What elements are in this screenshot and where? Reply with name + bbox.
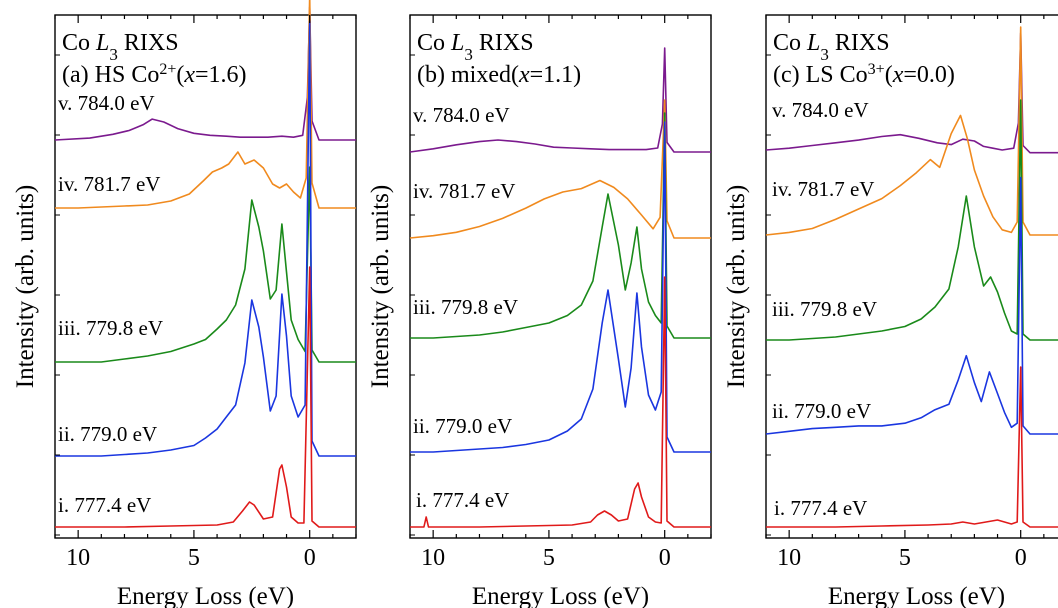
- panel-b-series-1: [409, 47, 711, 153]
- panel-a: v. 784.0 eV iv. 781.7 eV iii. 779.8 eV ii. …: [12, 0, 357, 608]
- panel-a-title-line-0: Co L3 RIXS: [62, 30, 179, 64]
- panel-b-frame: [409, 14, 712, 539]
- panel-a-xtick-label: 5: [188, 545, 200, 571]
- panel-c-series-label-1: v. 784.0 eV: [772, 98, 869, 122]
- panel-a-series-label-2: iv. 781.7 eV: [58, 172, 160, 196]
- panel-b-series-label-4: ii. 779.0 eV: [413, 414, 512, 438]
- panel-c-xlabel: Energy Loss (eV): [828, 583, 1005, 608]
- panel-b-series-label-3: iii. 779.8 eV: [413, 295, 518, 319]
- panel-a-xtick-label: 0: [304, 545, 316, 571]
- panel-a-ylabel: Intensity (arb. units): [12, 185, 39, 388]
- panel-c-series-2: [765, 26, 1058, 236]
- panel-a-series-4: [55, 20, 356, 457]
- panel-c: v. 784.0 eV iv. 781.7 eV iii. 779.8 eV ii. …: [723, 14, 1058, 608]
- panel-b-xlabel: Energy Loss (eV): [472, 583, 649, 608]
- panel-b-xtick-label: 0: [659, 545, 671, 571]
- panel-b-ylabel: Intensity (arb. units): [367, 185, 394, 388]
- panel-c-series-3: [766, 99, 1058, 341]
- panel-c-series-label-4: ii. 779.0 eV: [772, 399, 871, 423]
- panel-b-series-5: [410, 276, 711, 528]
- panel-c-series-4: [765, 176, 1058, 435]
- panel-b: v. 784.0 eV iv. 781.7 eV iii. 779.8 eV ii. …: [367, 14, 712, 608]
- panel-a-series-label-5: i. 777.4 eV: [58, 493, 151, 517]
- panel-c-xtick-label: 5: [899, 545, 911, 571]
- panel-c-title-line-1: (c) LS Co3+(x=0.0): [773, 61, 955, 89]
- panel-a-series-label-3: iii. 779.8 eV: [58, 316, 163, 340]
- panel-c-series-5: [766, 366, 1058, 528]
- panel-a-series-label-4: ii. 779.0 eV: [58, 422, 157, 446]
- panel-c-xtick-label: 0: [1015, 545, 1027, 571]
- panel-a-series-5: [55, 266, 356, 528]
- panel-c-ylabel: Intensity (arb. units): [723, 185, 750, 388]
- panel-a-frame: [54, 14, 357, 539]
- panel-c-series-label-3: iii. 779.8 eV: [772, 297, 877, 321]
- panel-b-xtick-label: 5: [543, 545, 555, 571]
- panel-b-series-4: [410, 121, 711, 453]
- panel-b-series-2: [409, 99, 711, 239]
- panel-a-xtick-label: 10: [66, 545, 90, 571]
- panel-b-title-line-0: Co L3 RIXS: [417, 30, 534, 64]
- panel-b-series-3: [410, 112, 711, 339]
- panel-a-series-label-1: v. 784.0 eV: [58, 91, 155, 115]
- panel-b-series-label-2: iv. 781.7 eV: [413, 179, 515, 203]
- panel-c-series-label-2: iv. 781.7 eV: [772, 177, 874, 201]
- panel-b-series-label-1: v. 784.0 eV: [413, 103, 510, 127]
- panel-c-title-line-0: Co L3 RIXS: [773, 30, 890, 64]
- panel-a-xlabel: Energy Loss (eV): [117, 583, 294, 608]
- panel-b-title-line-1: (b) mixed(x=1.1): [417, 62, 581, 88]
- panel-c-frame: [765, 14, 1058, 539]
- panel-b-xtick-label: 10: [421, 545, 445, 571]
- panel-a-title-line-1: (a) HS Co2+(x=1.6): [62, 61, 247, 89]
- panel-c-series-label-5: i. 777.4 eV: [774, 496, 867, 520]
- panel-a-series-3: [55, 166, 356, 363]
- panel-b-series-label-5: i. 777.4 eV: [416, 488, 509, 512]
- panel-c-xtick-label: 10: [777, 545, 801, 571]
